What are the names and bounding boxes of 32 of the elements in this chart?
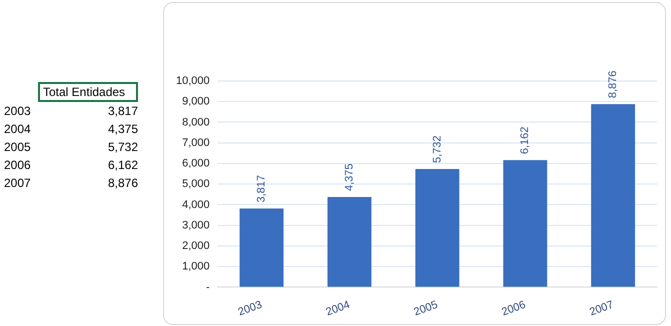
y-tick-label: 9,000 — [182, 96, 210, 108]
text: 8,876 — [108, 176, 138, 190]
category-label: 2005 — [4, 140, 31, 154]
y-tick-label: 5,000 — [182, 178, 210, 190]
x-tick-label: 2005 — [412, 298, 440, 318]
y-tick-label: - — [206, 281, 210, 294]
x-tick-label: 2006 — [500, 298, 528, 318]
y-tick-label: 2,000 — [182, 240, 210, 252]
y-tick-label: 3,000 — [182, 219, 210, 232]
data-label: 3,817 — [256, 174, 268, 203]
x-tick-label: 2003 — [236, 298, 264, 318]
text: 4,375 — [108, 122, 138, 136]
category-label: 2004 — [4, 122, 31, 136]
y-tick-label: 10,000 — [176, 75, 210, 88]
text: 5,732 — [108, 140, 138, 154]
category-label: 2003 — [4, 104, 31, 118]
y-tick-label: 1,000 — [182, 260, 210, 273]
y-tick-label: 6,000 — [182, 158, 210, 170]
category-label: 2006 — [4, 158, 31, 172]
data-label: 6,162 — [519, 126, 532, 154]
category-label: 2007 — [4, 176, 31, 190]
y-tick-label: 7,000 — [182, 136, 210, 149]
text: Total Entidades — [38, 82, 138, 102]
data-label: 8,876 — [607, 70, 620, 98]
text: 3,817 — [108, 104, 138, 118]
x-tick-label: 2007 — [588, 298, 616, 318]
x-tick-label: 2004 — [324, 298, 352, 318]
y-tick-label: 8,000 — [182, 116, 210, 128]
text: 6,162 — [108, 158, 138, 172]
data-label: 4,375 — [343, 163, 356, 191]
y-tick-label: 4,000 — [182, 198, 210, 211]
data-label: 5,732 — [431, 135, 444, 164]
